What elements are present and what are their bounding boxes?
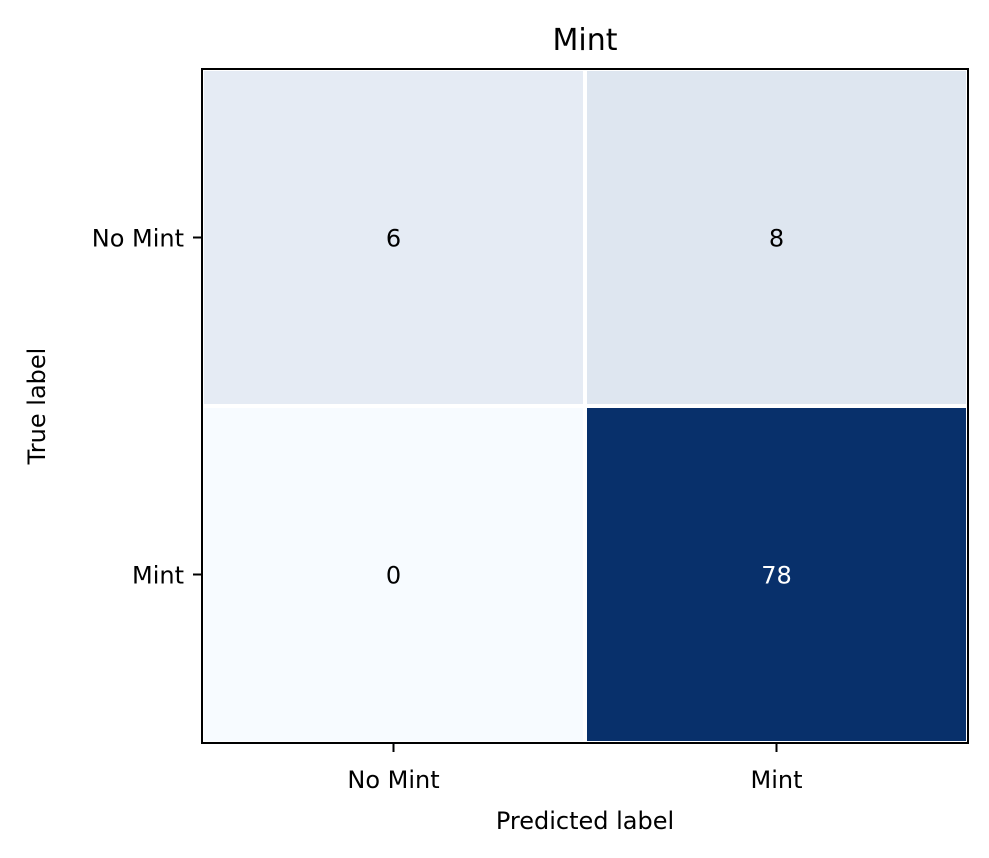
matrix-cell-value-r0-c1: 8 [769, 225, 784, 253]
matrix-cell-labels: 6 8 0 78 [386, 225, 792, 590]
x-tick-label-0: No Mint [347, 766, 439, 794]
plot-area: 6 8 0 78 [200, 67, 970, 745]
matrix-cell-r0-c0 [200, 67, 587, 408]
plot-frame [201, 68, 969, 744]
matrix-cell-r1-c0 [200, 404, 587, 745]
matrix-cell-r0-c1 [583, 67, 970, 408]
y-axis-label: True label [23, 348, 51, 466]
matrix-cell-value-r1-c1: 78 [761, 562, 792, 590]
x-axis-label: Predicted label [496, 807, 674, 835]
matrix-cell-r1-c1 [583, 404, 970, 745]
matrix-cells [200, 67, 970, 745]
matrix-cell-value-r0-c0: 6 [386, 225, 401, 253]
y-tick-label-0: No Mint [92, 225, 184, 253]
x-axis-ticks: No Mint Mint [347, 743, 803, 794]
y-axis-ticks: No Mint Mint [92, 225, 202, 590]
matrix-cell-value-r1-c0: 0 [386, 562, 401, 590]
chart-title: Mint [553, 23, 618, 58]
y-tick-label-1: Mint [132, 562, 184, 590]
x-tick-label-1: Mint [751, 766, 803, 794]
